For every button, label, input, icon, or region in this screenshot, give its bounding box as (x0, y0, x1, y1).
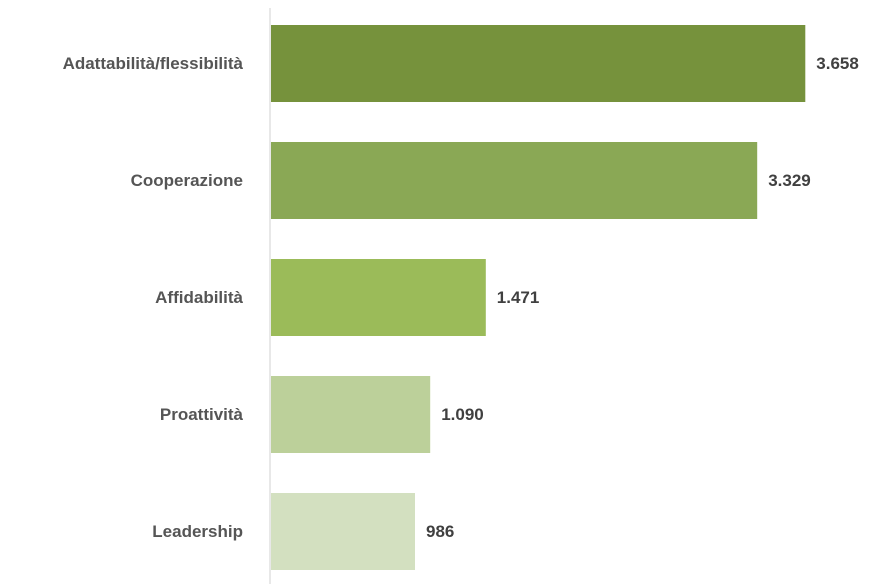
category-label-0: Adattabilità/flessibilità (63, 54, 244, 73)
category-label-4: Leadership (152, 522, 243, 541)
category-label-3: Proattività (160, 405, 244, 424)
category-label-1: Cooperazione (131, 171, 243, 190)
bars-group: Adattabilità/flessibilità 3.658 Cooperazio… (63, 25, 859, 570)
value-label-3: 1.090 (441, 405, 484, 424)
value-label-1: 3.329 (768, 171, 811, 190)
bar-0 (271, 25, 806, 102)
bar-1 (271, 142, 758, 219)
bar-4 (271, 493, 415, 570)
category-label-2: Affidabilità (155, 288, 243, 307)
value-label-4: 986 (426, 522, 454, 541)
bar-2 (271, 259, 486, 336)
bar-3 (271, 376, 431, 453)
value-label-0: 3.658 (816, 54, 859, 73)
value-label-2: 1.471 (497, 288, 540, 307)
